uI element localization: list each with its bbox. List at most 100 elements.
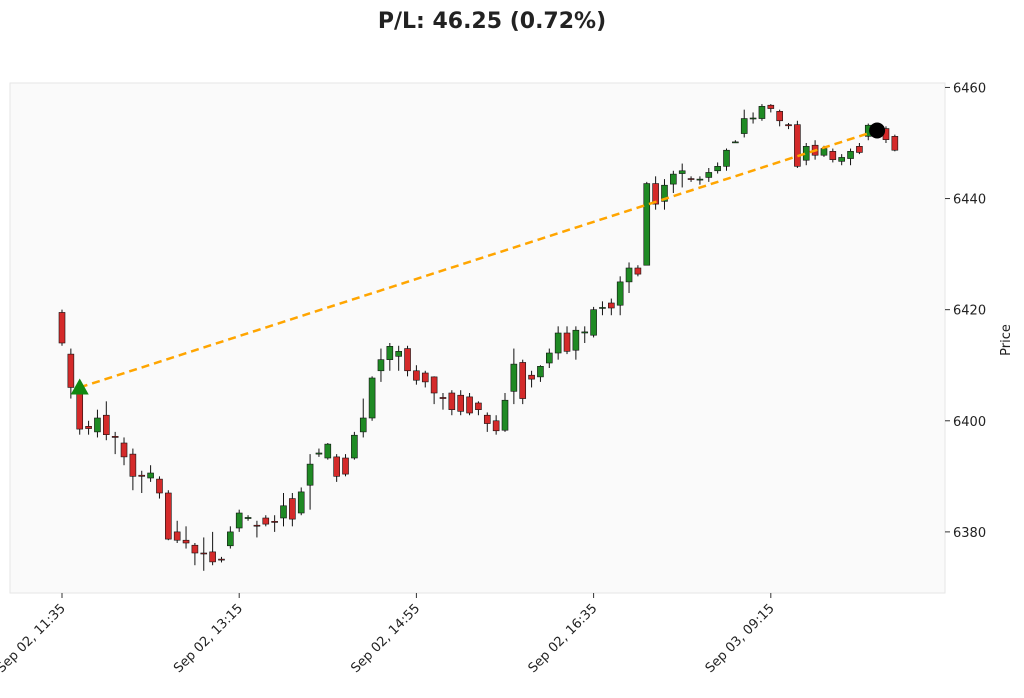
candle-body	[227, 531, 234, 547]
candle-body	[670, 173, 677, 185]
candle-body	[634, 267, 642, 275]
candle-body	[732, 141, 739, 144]
candle-body	[519, 362, 527, 399]
candle-body	[156, 478, 163, 494]
candle-body	[421, 372, 429, 383]
candle-body	[510, 363, 518, 392]
x-tick-label: Sep 03, 09:15	[703, 601, 778, 676]
candle-body	[661, 184, 668, 202]
candle-body	[58, 312, 66, 344]
candle-body	[129, 453, 137, 477]
x-tick-label: Sep 02, 16:35	[526, 601, 601, 676]
x-tick-label: Sep 02, 11:35	[0, 601, 69, 676]
candle-body	[342, 457, 349, 475]
candle-body	[537, 366, 544, 378]
candle-body	[262, 517, 270, 525]
y-tick-label: 6420	[953, 304, 986, 319]
candle-body	[501, 399, 509, 431]
candle-body	[271, 521, 278, 523]
candle-body	[776, 111, 783, 122]
candle-body	[483, 414, 491, 424]
trade-line	[79, 129, 878, 389]
candle-body	[120, 442, 128, 458]
candle-body	[253, 524, 261, 527]
candle-body	[413, 370, 420, 381]
candle-body	[218, 558, 225, 561]
candle-body	[182, 539, 190, 544]
candle-body	[395, 351, 402, 357]
candle-body	[147, 472, 154, 479]
candle-body	[492, 420, 500, 432]
candle-body	[138, 474, 146, 477]
candle-body	[315, 452, 323, 455]
candle-body	[838, 157, 845, 162]
candle-body	[439, 397, 447, 399]
candle-body	[94, 417, 101, 433]
candle-body	[856, 146, 863, 153]
candle-body	[235, 512, 243, 529]
candle-body	[386, 346, 394, 360]
candle-body	[457, 394, 465, 412]
candle-body	[306, 463, 314, 486]
candle-body	[368, 377, 376, 419]
candle-body	[209, 551, 216, 563]
candle-body	[324, 443, 332, 459]
candle-body	[430, 376, 438, 394]
candle-body	[359, 417, 367, 433]
candle-body	[475, 402, 482, 410]
chart-title: P/L: 46.25 (0.72%)	[378, 9, 606, 34]
candle-body	[85, 426, 92, 429]
candle-body	[280, 505, 287, 519]
candle-body	[554, 332, 562, 354]
candle-body	[687, 178, 695, 180]
candle-body	[563, 332, 571, 352]
candle-body	[67, 353, 75, 388]
candle-body	[191, 544, 199, 554]
y-axis-label: Price	[999, 324, 1014, 356]
candle-body	[740, 118, 748, 134]
candle-body	[165, 492, 172, 540]
candle-body	[643, 183, 651, 266]
candle-body	[652, 183, 659, 205]
y-tick-label: 6440	[953, 193, 986, 208]
candle-body	[714, 166, 721, 172]
candle-body	[820, 148, 828, 156]
candle-body	[351, 434, 358, 459]
candle-body	[590, 309, 597, 336]
candle-body	[377, 359, 385, 372]
candle-body	[723, 149, 730, 167]
exit-marker	[869, 122, 886, 139]
candle-body	[785, 124, 792, 127]
candle-body	[111, 436, 119, 438]
candle-body	[200, 552, 208, 555]
candle-body	[829, 151, 837, 160]
x-tick-label: Sep 02, 13:15	[171, 601, 246, 676]
candle-body	[758, 106, 766, 119]
candle-body	[608, 302, 615, 309]
candle-body	[678, 170, 686, 174]
candle-body	[847, 151, 854, 159]
candle-body	[528, 374, 535, 380]
candle-body	[333, 456, 340, 477]
candle-body	[616, 281, 624, 306]
entry-marker	[70, 378, 89, 395]
candle-body	[696, 178, 704, 181]
candle-body	[767, 104, 775, 109]
candle-body	[297, 491, 305, 514]
candle-body	[103, 414, 110, 435]
candle-body	[705, 172, 713, 178]
candle-body	[749, 117, 757, 120]
candle-body	[599, 307, 606, 309]
candle-body	[466, 396, 473, 414]
y-tick-label: 6400	[953, 415, 986, 430]
candle-body	[572, 329, 580, 351]
x-tick-label: Sep 02, 14:55	[348, 601, 423, 676]
y-tick-label: 6460	[953, 81, 986, 96]
candle-body	[581, 331, 589, 334]
y-tick-label: 6380	[953, 526, 986, 541]
candle-body	[891, 136, 899, 151]
candle-body	[244, 517, 252, 519]
candle-body	[289, 498, 296, 520]
candle-body	[794, 124, 801, 167]
